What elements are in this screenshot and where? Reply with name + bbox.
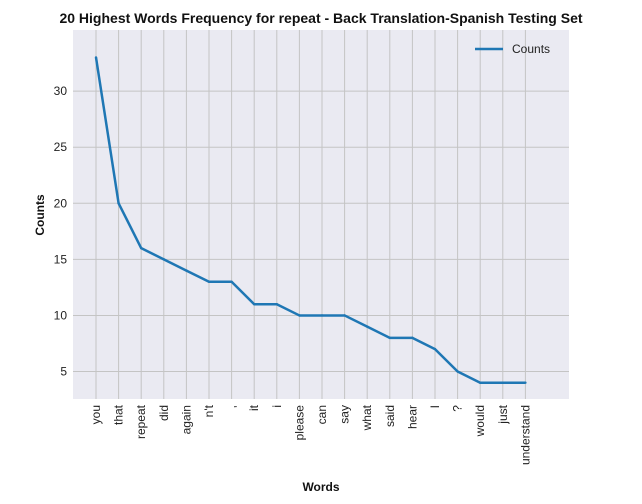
x-tick-label: would <box>473 405 487 437</box>
data-point <box>275 303 278 306</box>
series-layer <box>94 56 527 384</box>
data-point <box>140 246 143 250</box>
data-point <box>253 303 256 306</box>
data-point <box>162 258 165 261</box>
x-tick-label: just <box>496 404 510 424</box>
x-tick-label: ? <box>451 405 465 412</box>
data-point <box>343 314 346 317</box>
plot-area <box>73 30 569 399</box>
data-point <box>388 336 391 340</box>
y-axis-ticks: 5 10 15 20 25 30 <box>54 84 68 378</box>
legend: Counts <box>475 42 550 56</box>
y-tick-label: 20 <box>54 196 68 210</box>
data-point <box>94 56 98 59</box>
x-tick-label: say <box>338 405 352 424</box>
x-axis-ticks: you that repeat did again n't, it i please can say… <box>89 404 532 465</box>
data-point <box>117 202 120 205</box>
x-tick-label: n't <box>202 404 216 417</box>
y-axis-label: Counts <box>33 194 47 236</box>
data-point <box>207 280 211 283</box>
y-tick-label: 5 <box>60 365 67 379</box>
chart-title: 20 Highest Words Frequency for repeat - … <box>59 10 582 26</box>
data-point <box>479 381 482 384</box>
y-tick-label: 10 <box>54 308 68 322</box>
x-tick-label: understand <box>518 405 532 465</box>
data-point <box>501 381 504 384</box>
data-point <box>411 336 414 340</box>
x-tick-label: what <box>360 404 374 431</box>
x-tick-label: please <box>292 405 306 441</box>
x-tick-label: can <box>315 405 329 424</box>
grid-lines <box>73 30 569 399</box>
legend-label: Counts <box>512 42 550 56</box>
y-tick-label: 30 <box>54 84 68 98</box>
x-tick-label: said <box>383 405 397 427</box>
x-tick-label: again <box>179 405 193 434</box>
x-tick-label: i <box>270 405 284 408</box>
x-tick-label: hear <box>405 405 419 429</box>
data-point <box>230 280 233 283</box>
data-point <box>320 314 324 317</box>
y-tick-label: 25 <box>54 140 68 154</box>
y-tick-label: 15 <box>54 252 68 266</box>
x-axis-label: Words <box>302 480 339 494</box>
x-tick-label: did <box>157 405 171 421</box>
data-point <box>456 370 459 373</box>
x-tick-label: , <box>225 405 239 408</box>
data-point <box>366 325 369 328</box>
series-line-counts <box>94 57 526 384</box>
data-point <box>524 381 527 384</box>
data-point <box>433 347 437 351</box>
data-point <box>185 269 188 272</box>
x-tick-label: that <box>112 404 126 425</box>
data-point <box>298 314 301 317</box>
x-tick-label: it <box>247 404 261 411</box>
x-tick-label: repeat <box>134 404 148 439</box>
x-tick-label: I <box>428 405 442 408</box>
x-tick-label: you <box>89 405 103 424</box>
